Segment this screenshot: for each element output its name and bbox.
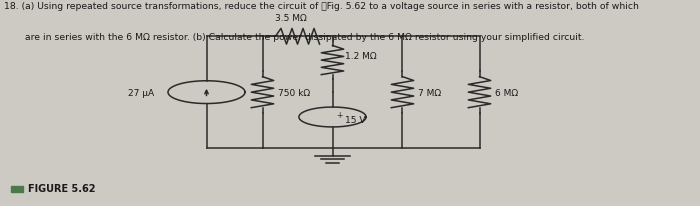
Text: are in series with the 6 MΩ resistor. (b) Calculate the power dissipated by the : are in series with the 6 MΩ resistor. (b… [25, 33, 584, 42]
Text: 750 kΩ: 750 kΩ [278, 88, 310, 97]
Text: 3.5 MΩ: 3.5 MΩ [274, 14, 307, 23]
Text: 1.2 MΩ: 1.2 MΩ [345, 52, 377, 61]
Text: FIGURE 5.62: FIGURE 5.62 [28, 184, 95, 193]
Text: 7 MΩ: 7 MΩ [418, 88, 441, 97]
Text: 27 μA: 27 μA [128, 88, 154, 97]
Text: 18. (a) Using repeated source transformations, reduce the circuit of ⧗Fig. 5.62 : 18. (a) Using repeated source transforma… [4, 2, 638, 11]
Text: 15 V: 15 V [345, 115, 365, 124]
Bar [10, 186, 23, 192]
Text: +: + [336, 110, 342, 119]
Text: 6 MΩ: 6 MΩ [495, 88, 518, 97]
